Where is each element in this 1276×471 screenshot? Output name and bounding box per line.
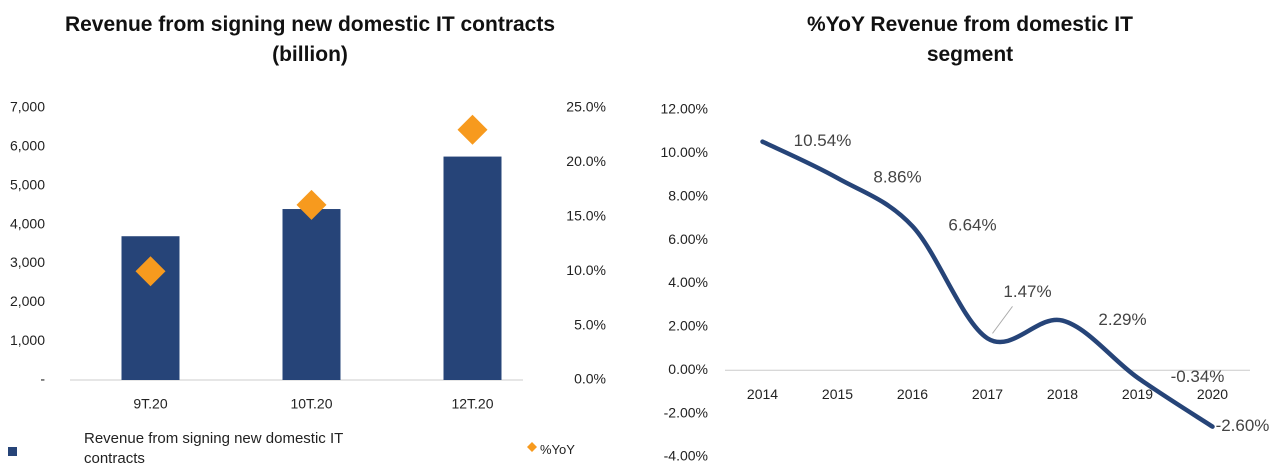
x-tick-label: 2017 bbox=[972, 386, 1003, 402]
legend-label: %YoY bbox=[540, 442, 575, 457]
x-tick-label: 2020 bbox=[1197, 386, 1228, 402]
chart-title: %YoY Revenue from domestic IT segment bbox=[807, 13, 1133, 66]
bar bbox=[282, 209, 341, 380]
data-label: 1.47% bbox=[1003, 282, 1051, 301]
y-tick-label: 2,000 bbox=[10, 293, 45, 309]
x-tick-label: 10T.20 bbox=[290, 396, 332, 412]
x-tick-label: 2019 bbox=[1122, 386, 1153, 402]
data-label: 10.54% bbox=[794, 131, 852, 150]
y-tick-label: - bbox=[40, 371, 45, 387]
diamond-marker bbox=[135, 256, 166, 287]
y-tick-label: 4,000 bbox=[10, 215, 45, 231]
diamond-marker bbox=[296, 189, 327, 220]
data-label: -2.60% bbox=[1216, 416, 1270, 435]
data-label: 2.29% bbox=[1098, 310, 1146, 329]
y2-tick-label: 10.0% bbox=[566, 262, 606, 278]
y2-tick-label: 0.0% bbox=[574, 371, 606, 387]
legend-marker bbox=[8, 447, 17, 456]
y-tick-label: 10.00% bbox=[661, 144, 708, 160]
data-label: 6.64% bbox=[948, 216, 996, 235]
chart-title: Revenue from signing new domestic IT con… bbox=[64, 13, 556, 66]
y-tick-label: 12.00% bbox=[661, 101, 708, 117]
y2-tick-label: 25.0% bbox=[566, 99, 606, 115]
y2-tick-label: 20.0% bbox=[566, 153, 606, 169]
y2-tick-label: 5.0% bbox=[574, 316, 606, 332]
x-tick-label: 2018 bbox=[1047, 386, 1078, 402]
y-tick-label: 7,000 bbox=[10, 99, 45, 115]
leader-line bbox=[992, 306, 1013, 334]
x-tick-label: 2016 bbox=[897, 386, 928, 402]
y-tick-label: 5,000 bbox=[10, 176, 45, 192]
data-label: 8.86% bbox=[873, 168, 921, 187]
x-tick-label: 12T.20 bbox=[451, 396, 493, 412]
y-tick-label: 0.00% bbox=[668, 361, 708, 377]
diamond-marker bbox=[457, 114, 488, 145]
line bbox=[760, 139, 1215, 429]
x-tick-label: 2015 bbox=[822, 386, 853, 402]
x-tick-label: 2014 bbox=[747, 386, 778, 402]
legend-label: Revenue from signing new domestic IT con… bbox=[84, 430, 344, 467]
y-tick-label: 8.00% bbox=[668, 187, 708, 203]
y-tick-label: 6,000 bbox=[10, 138, 45, 154]
y-tick-label: 6.00% bbox=[668, 231, 708, 247]
y-tick-label: -2.00% bbox=[664, 404, 708, 420]
y-tick-label: 4.00% bbox=[668, 274, 708, 290]
y-tick-label: 1,000 bbox=[10, 332, 45, 348]
y2-tick-label: 15.0% bbox=[566, 208, 606, 224]
y-tick-label: 3,000 bbox=[10, 254, 45, 270]
legend-marker bbox=[527, 442, 537, 452]
y-tick-label: 2.00% bbox=[668, 318, 708, 334]
y-tick-label: -4.00% bbox=[664, 448, 708, 464]
x-tick-label: 9T.20 bbox=[133, 396, 167, 412]
data-label: -0.34% bbox=[1171, 367, 1225, 386]
bar bbox=[443, 156, 502, 380]
